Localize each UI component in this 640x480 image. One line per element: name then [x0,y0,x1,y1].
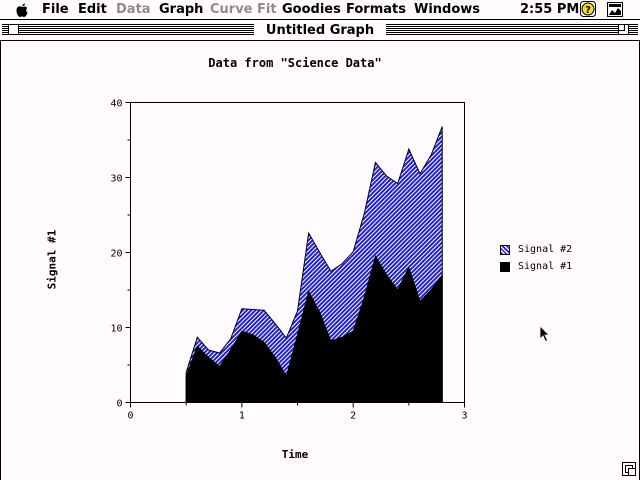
menu-bar: File Edit Data Graph Curve Fit Goodies F… [0,0,640,20]
graph-window: Untitled Graph #1 [0,20,640,480]
help-icon[interactable]: ? [580,1,596,17]
menu-data[interactable]: Data [116,2,151,17]
grow-box-icon[interactable] [622,462,636,476]
legend-label-signal-1: Signal #1 [518,261,573,272]
window-title: Untitled Graph #1 [254,22,386,39]
apple-icon[interactable] [14,2,30,18]
menu-edit[interactable]: Edit [78,2,107,17]
mouse-pointer-icon [539,325,550,343]
window-title-bar[interactable]: Untitled Graph #1 [0,20,640,41]
menu-formats[interactable]: Formats [346,2,406,17]
menu-clock[interactable]: 2:55 PM [520,2,580,17]
menu-windows[interactable]: Windows [414,2,481,17]
legend-swatch-signal-2 [500,245,510,255]
svg-text:?: ? [585,5,591,16]
legend-label-signal-2: Signal #2 [518,244,573,255]
menu-curve-fit[interactable]: Curve Fit [210,2,277,17]
chart-title: Data from "Science Data" [208,56,382,70]
y-axis-label: Signal #1 [45,229,59,290]
zoom-box-icon[interactable] [618,24,629,35]
menu-graph[interactable]: Graph [159,2,204,17]
menu-file[interactable]: File [42,2,69,17]
application-icon[interactable] [606,1,624,18]
menu-goodies[interactable]: Goodies [282,2,341,17]
close-box-icon[interactable] [8,24,19,35]
x-axis-label: Time [281,448,309,461]
legend-swatch-signal-1 [500,262,510,272]
